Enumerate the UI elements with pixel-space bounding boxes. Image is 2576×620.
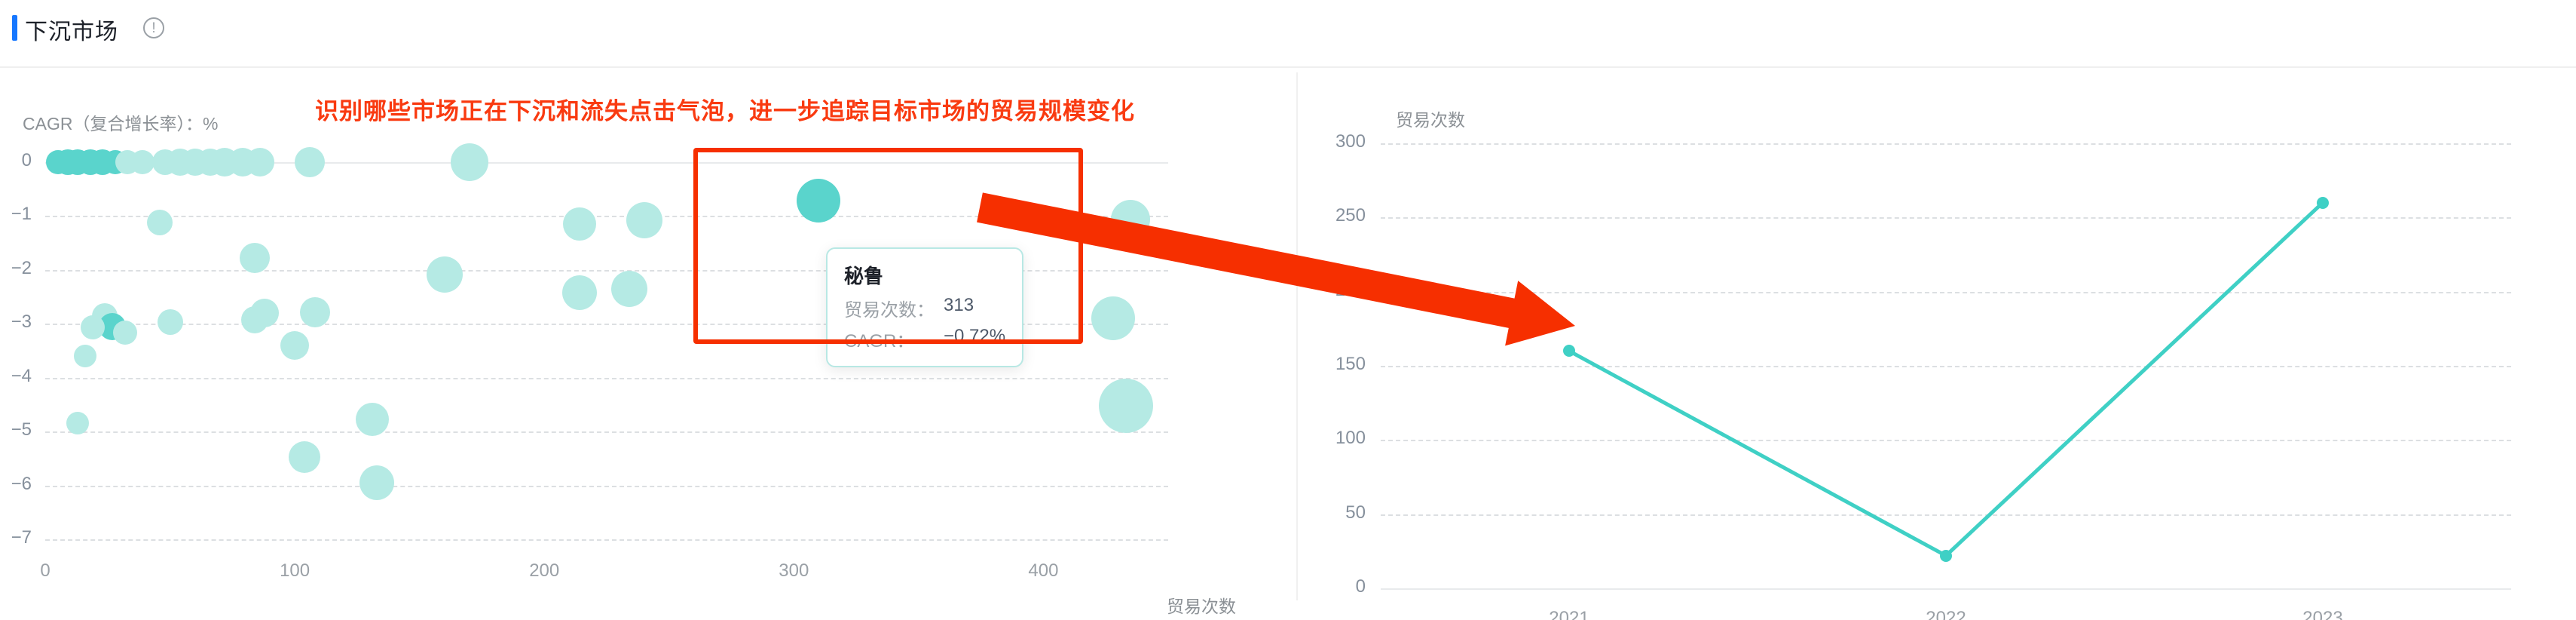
line-data-point[interactable]: [1563, 345, 1575, 358]
x-axis-tick-label: 2022: [1926, 608, 1966, 620]
y-axis-tick-label: −6: [11, 473, 32, 494]
x-axis-tick-label: 100: [280, 560, 311, 581]
header-divider: [0, 66, 2576, 68]
bubble-point[interactable]: [147, 210, 173, 235]
bubble-point[interactable]: [426, 256, 463, 293]
y-axis-tick-label: 250: [1335, 205, 1366, 226]
line-chart-plot-area[interactable]: 0 50 100 150 200 250 300 2021 2022 2023: [1335, 131, 2511, 620]
bubble-point[interactable]: [797, 179, 841, 223]
y-axis-tick-label: −4: [11, 365, 32, 386]
bubble-point[interactable]: [245, 148, 274, 176]
gridline-horizontal: [1381, 440, 2511, 442]
y-axis-tick-label: 0: [1355, 576, 1366, 597]
bubble-point[interactable]: [112, 320, 137, 345]
y-axis-tick-label: −3: [11, 312, 32, 333]
bubble-point[interactable]: [1098, 378, 1153, 433]
y-axis-tick-label: 300: [1335, 131, 1366, 152]
page-title: 下沉市场: [25, 20, 118, 45]
gridline-horizontal: [45, 539, 1168, 541]
bubble-point[interactable]: [157, 309, 183, 336]
tooltip-row: 贸易次数： 313: [844, 295, 1005, 321]
gridline-horizontal: [45, 324, 1168, 326]
red-highlight-rectangle: [693, 148, 1083, 344]
header-accent-bar: [12, 15, 17, 41]
tooltip-label-trade-count: 贸易次数：: [844, 300, 935, 321]
gridline-horizontal: [45, 269, 1168, 272]
y-axis-tick-label: 150: [1335, 354, 1366, 374]
line-chart-y-axis-label: 贸易次数: [1396, 110, 1465, 130]
red-annotation-text: 识别哪些市场正在下沉和流失点击气泡，进一步追踪目标市场的贸易规模变化: [315, 98, 1135, 124]
bubble-point[interactable]: [299, 296, 330, 327]
gridline-horizontal: [1381, 366, 2511, 367]
gridline-horizontal: [45, 377, 1168, 379]
gridline-horizontal: [1381, 143, 2511, 145]
info-circle-icon[interactable]: !: [143, 17, 164, 38]
line-data-point[interactable]: [2317, 196, 2329, 209]
bubble-point[interactable]: [359, 465, 395, 500]
y-axis-tick-label: −7: [11, 527, 32, 548]
gridline-horizontal: [45, 162, 1168, 164]
x-axis-tick-label: 2021: [1549, 608, 1589, 620]
gridline-horizontal: [45, 216, 1168, 218]
bubble-chart-panel: CAGR（复合增长率）：% 0 −1 −2 −3 −4 −5 −6 −7 0 100 200 300 4…: [0, 68, 1296, 620]
gridline-horizontal: [45, 485, 1168, 487]
bubble-point[interactable]: [1111, 200, 1151, 240]
bubble-point[interactable]: [240, 243, 271, 274]
bubble-point[interactable]: [294, 147, 325, 177]
y-axis-tick-label: −1: [11, 204, 32, 225]
y-axis-tick-label: 200: [1335, 279, 1366, 300]
x-axis-tick-label: 0: [40, 560, 50, 581]
bubble-point[interactable]: [280, 330, 310, 360]
bubble-point[interactable]: [73, 345, 96, 368]
gridline-horizontal: [1381, 291, 2511, 293]
bubble-point[interactable]: [250, 299, 280, 327]
gridline-horizontal: [1381, 514, 2511, 516]
gridline-horizontal: [45, 431, 1168, 434]
bubble-point[interactable]: [1091, 296, 1136, 341]
x-axis-tick-label: 400: [1028, 560, 1059, 581]
tooltip-value-trade-count: 313: [944, 295, 974, 315]
x-axis-tick-label: 2023: [2302, 608, 2343, 620]
bubble-point[interactable]: [626, 202, 662, 239]
bubble-point[interactable]: [450, 143, 488, 181]
bubble-point[interactable]: [610, 270, 647, 307]
bubble-point[interactable]: [130, 150, 155, 174]
bubble-chart-y-axis-label: CAGR（复合增长率）：%: [23, 114, 219, 134]
bubble-point[interactable]: [562, 207, 596, 241]
panel-header: 下沉市场 !: [0, 0, 2576, 66]
bubble-point[interactable]: [80, 315, 105, 340]
x-axis-tick-label: 200: [529, 560, 560, 581]
y-axis-tick-label: 100: [1335, 428, 1366, 449]
line-series-path: [1568, 201, 2324, 558]
y-axis-tick-label: −5: [11, 419, 32, 440]
bubble-chart-x-axis-label: 贸易次数: [1167, 597, 1236, 616]
bubble-point[interactable]: [66, 412, 90, 435]
y-axis-tick-label: 0: [21, 150, 32, 170]
bubble-chart-plot-area[interactable]: 0 −1 −2 −3 −4 −5 −6 −7 0 100 200 300 400: [11, 143, 1168, 581]
bubble-point[interactable]: [355, 403, 389, 437]
line-data-point[interactable]: [1940, 549, 1952, 562]
bubble-point[interactable]: [289, 441, 321, 474]
gridline-horizontal: [1381, 217, 2511, 219]
y-axis-tick-label: 50: [1345, 502, 1366, 523]
tooltip-title: 秘鲁: [844, 265, 884, 287]
gridline-horizontal: [1381, 588, 2511, 590]
x-axis-tick-label: 300: [779, 560, 809, 581]
y-axis-tick-label: −2: [11, 257, 32, 278]
bubble-point[interactable]: [561, 275, 597, 310]
